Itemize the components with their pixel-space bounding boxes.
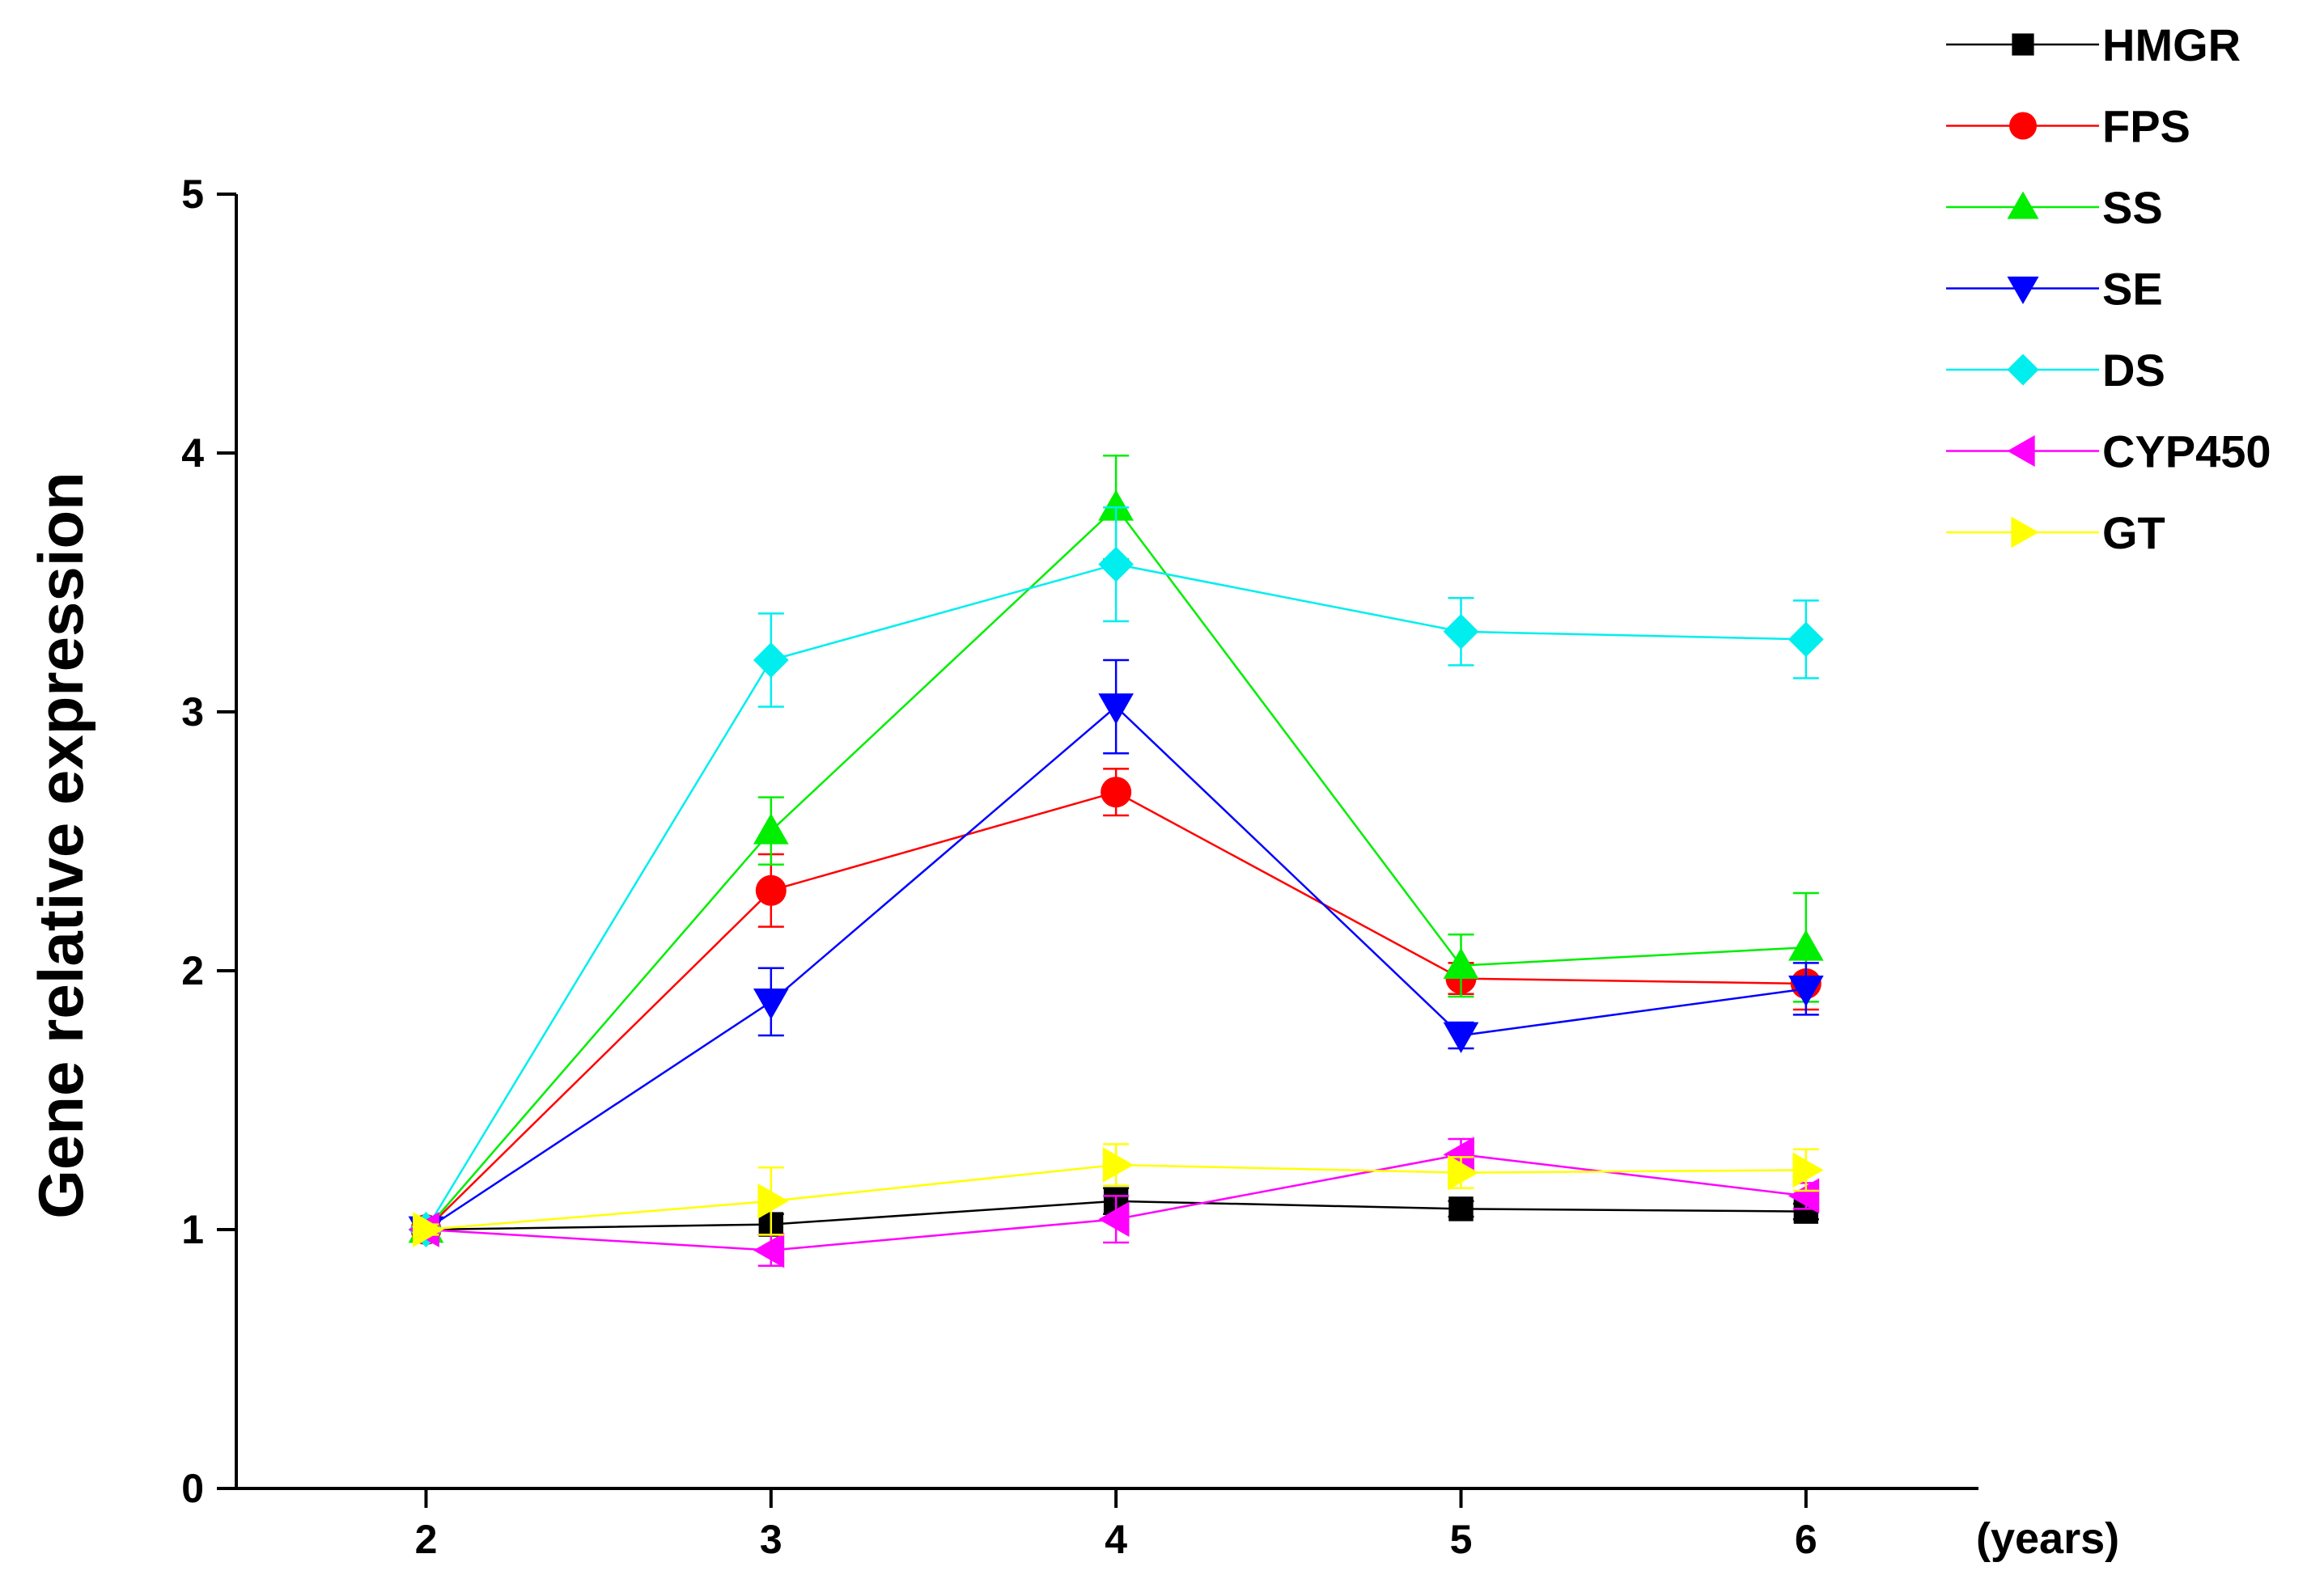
- legend-item-hmgr: HMGR: [1946, 19, 2241, 70]
- series-layer: [408, 454, 1824, 1268]
- legend-item-ds: DS: [1946, 345, 2165, 396]
- legend-label-ds: DS: [2102, 345, 2165, 396]
- gt-point: [1792, 1152, 1824, 1188]
- legend-item-cyp450: CYP450: [1946, 426, 2271, 477]
- legend: HMGR FPS SS SE DS CYP450 GT: [1946, 19, 2271, 558]
- se-point: [753, 989, 789, 1020]
- y-tick-label: 3: [181, 689, 204, 735]
- ss-point: [1788, 929, 1824, 961]
- axes: 0 1 2 3 4 5 2 3 4 5 6: [181, 171, 1978, 1562]
- legend-label-ss: SS: [2102, 182, 2163, 233]
- cyp450-point: [753, 1232, 785, 1268]
- se-point: [1098, 693, 1134, 725]
- gt-point: [757, 1183, 789, 1219]
- legend-label-se: SE: [2102, 264, 2163, 315]
- legend-label-fps: FPS: [2102, 101, 2190, 152]
- gt-point: [413, 1212, 444, 1247]
- se-point: [1788, 976, 1824, 1007]
- series-se: [408, 658, 1824, 1247]
- gt-point: [1102, 1147, 1134, 1183]
- legend-marker-cyp450: [2007, 434, 2035, 468]
- legend-marker-gt: [2011, 516, 2039, 548]
- legend-marker-ds: [2007, 354, 2039, 386]
- x-tick-label: 2: [415, 1517, 438, 1562]
- fps-point: [1101, 777, 1132, 808]
- x-tick-label: 5: [1450, 1517, 1473, 1562]
- ds-point: [1443, 613, 1479, 650]
- y-axis-title: Gene relative expression: [25, 472, 96, 1218]
- x-axis-unit-label: (years): [1976, 1514, 2119, 1563]
- y-tick-label: 1: [181, 1207, 204, 1252]
- ss-point: [1098, 489, 1134, 521]
- legend-marker-fps: [2009, 112, 2037, 140]
- legend-marker-se: [2007, 276, 2039, 305]
- legend-item-se: SE: [1946, 264, 2163, 315]
- ss-point: [1443, 947, 1479, 979]
- cyp450-point: [1098, 1201, 1130, 1238]
- se-point: [1443, 1022, 1479, 1053]
- gt-point: [1448, 1154, 1479, 1191]
- ss-point: [753, 813, 789, 845]
- cyp450-point: [1443, 1137, 1474, 1173]
- legend-label-hmgr: HMGR: [2102, 19, 2241, 70]
- legend-marker-hmgr: [2012, 33, 2034, 56]
- y-tick-label: 4: [181, 430, 204, 476]
- legend-label-gt: GT: [2102, 507, 2165, 558]
- x-tick-label: 4: [1105, 1517, 1127, 1562]
- x-tick-label: 6: [1795, 1517, 1817, 1562]
- legend-item-ss: SS: [1946, 182, 2163, 233]
- series-ds: [408, 506, 1824, 1247]
- ds-point: [753, 642, 789, 678]
- legend-item-gt: GT: [1946, 507, 2165, 558]
- legend-marker-ss: [2007, 191, 2039, 219]
- y-tick-label: 5: [181, 171, 204, 217]
- y-tick-label: 0: [181, 1466, 204, 1511]
- hmgr-point: [1448, 1196, 1474, 1222]
- legend-label-cyp450: CYP450: [2102, 426, 2271, 477]
- ds-point: [1788, 621, 1824, 658]
- fps-point: [755, 874, 787, 906]
- x-tick-label: 3: [760, 1517, 782, 1562]
- cyp450-point: [1788, 1178, 1820, 1214]
- series-gt: [413, 1143, 1824, 1247]
- ds-point: [1098, 546, 1134, 582]
- y-tick-label: 2: [181, 948, 204, 993]
- legend-item-fps: FPS: [1946, 101, 2190, 152]
